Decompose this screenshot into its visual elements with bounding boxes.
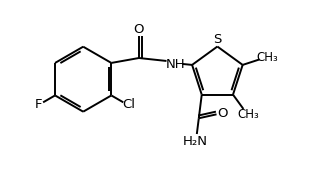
Text: CH₃: CH₃ [237, 108, 259, 121]
Text: S: S [213, 33, 221, 46]
Text: CH₃: CH₃ [256, 51, 278, 64]
Text: Cl: Cl [122, 98, 135, 111]
Text: O: O [217, 107, 228, 120]
Text: F: F [35, 98, 43, 111]
Text: NH: NH [166, 58, 185, 71]
Text: H₂N: H₂N [182, 135, 207, 148]
Text: O: O [134, 23, 144, 36]
